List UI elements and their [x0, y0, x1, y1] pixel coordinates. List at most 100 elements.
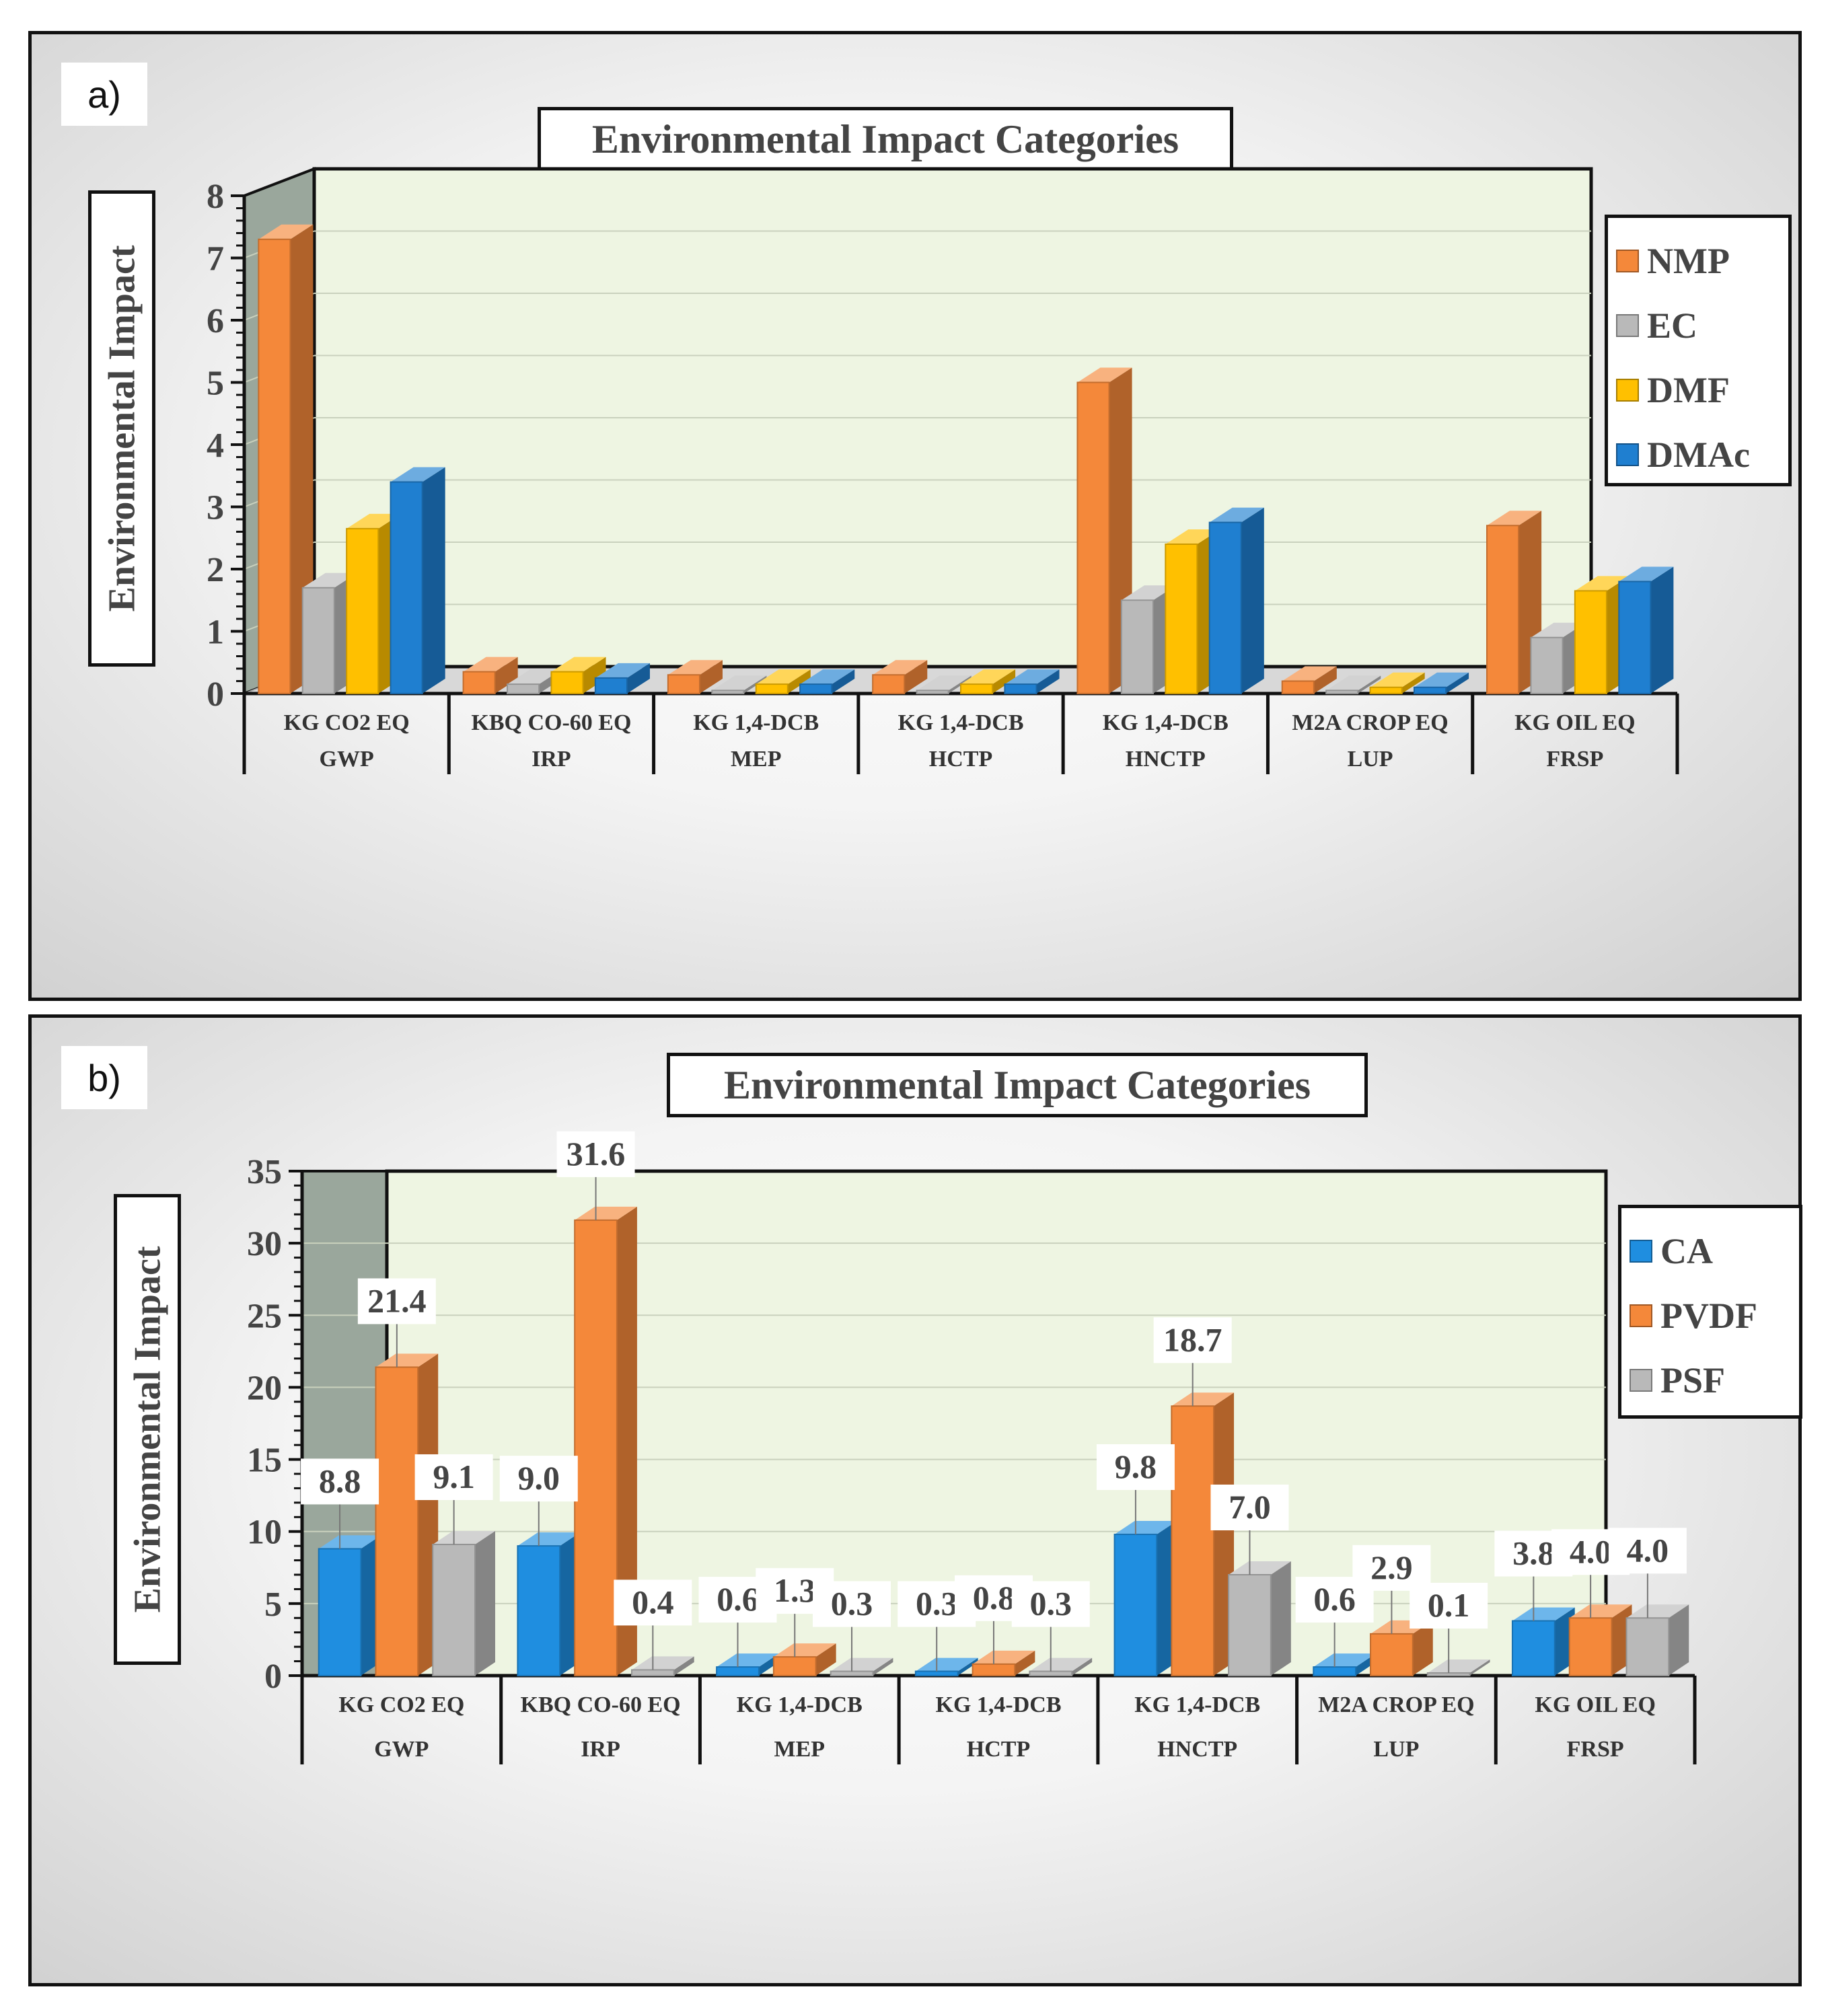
legend-swatch: [1616, 443, 1639, 466]
legend-label: PVDF: [1660, 1296, 1757, 1336]
plot-area: 0 5 10 15 20 25 30 35 KG CO2 EQ GWP KBQ CO-60 EQ IR…: [247, 1131, 1697, 1764]
x-tick-label-name: MEP: [774, 1737, 826, 1762]
legend-label: PSF: [1660, 1360, 1726, 1401]
data-label: 2.9: [1370, 1548, 1413, 1586]
bar-front: [1228, 1574, 1272, 1676]
bar-front: [507, 683, 540, 694]
legend-item-ca: CA: [1630, 1219, 1791, 1283]
bar-dmac-frsp: [1618, 566, 1674, 694]
legend-swatch: [1630, 1369, 1652, 1392]
bar-psf-hctp: [1029, 1657, 1093, 1676]
x-tick-label-name: GWP: [374, 1737, 429, 1762]
bar-front: [872, 674, 906, 694]
bar-side: [1241, 507, 1264, 694]
bar-nmp-gwp: [258, 224, 314, 694]
bar-psf-gwp: [432, 1531, 495, 1676]
bar-dmac-gwp: [390, 467, 445, 694]
data-label: 0.1: [1428, 1586, 1470, 1624]
bar-top: [773, 1643, 836, 1657]
x-tick-label-name: IRP: [581, 1737, 620, 1762]
bar-side: [1270, 1561, 1291, 1676]
bar-front: [318, 1548, 362, 1677]
legend-item-nmp: NMP: [1616, 229, 1780, 293]
bar-side: [1669, 1604, 1689, 1676]
bar-top: [631, 1656, 694, 1670]
bar-dmac-lup: [1413, 672, 1469, 694]
bar-side: [992, 669, 1016, 694]
bar-side: [673, 1656, 694, 1676]
bar-nmp-frsp: [1486, 511, 1542, 694]
bar-front: [916, 689, 949, 694]
bar-pvdf-hnctp: [1171, 1392, 1235, 1676]
bar-top: [1171, 1392, 1235, 1407]
y-tick-label: 5: [264, 1585, 282, 1624]
data-label: 0.3: [1030, 1585, 1072, 1622]
bar-psf-lup: [1426, 1659, 1490, 1676]
bar-front: [972, 1663, 1016, 1676]
legend-item-pvdf: PVDF: [1630, 1283, 1791, 1348]
data-label: 1.3: [774, 1571, 816, 1609]
bar-top: [830, 1657, 893, 1672]
x-tick-label-unit: KBQ CO-60 EQ: [521, 1692, 681, 1717]
bar-side: [699, 660, 723, 694]
data-label-box: [301, 1458, 379, 1505]
legend-swatch: [1630, 1304, 1652, 1327]
bar-side: [583, 657, 606, 694]
bar-side: [1469, 1659, 1490, 1676]
legend-item-psf: PSF: [1630, 1348, 1791, 1413]
data-label: 0.8: [973, 1579, 1015, 1616]
bar-front: [432, 1544, 476, 1676]
data-label-box: [414, 1454, 493, 1500]
bar-front: [1171, 1405, 1215, 1676]
data-label: 0.3: [916, 1585, 958, 1622]
data-label: 7.0: [1229, 1488, 1271, 1526]
x-tick-label-unit: KG 1,4-DCB: [936, 1692, 1062, 1717]
bar-front: [1313, 1666, 1357, 1677]
bar-front: [1120, 599, 1154, 694]
bar-front: [1618, 581, 1652, 694]
bar-dmf-hctp: [960, 669, 1016, 694]
y-tick-label: 15: [247, 1442, 282, 1480]
bar-front: [1625, 1617, 1670, 1676]
x-tick-label-name: IRP: [532, 747, 571, 772]
bar-ca-hctp: [914, 1657, 978, 1676]
bar-side: [1401, 672, 1425, 694]
bar-pvdf-hctp: [972, 1650, 1035, 1676]
bar-front: [462, 671, 496, 694]
legend-item-ec: EC: [1616, 293, 1780, 358]
data-label-box: [1011, 1581, 1090, 1627]
data-label-box: [1608, 1528, 1687, 1574]
bar-front: [1413, 686, 1447, 694]
data-label-box: [357, 1278, 436, 1324]
y-tick-label: 1: [207, 613, 224, 652]
x-tick-label-name: LUP: [1373, 1737, 1419, 1762]
bar-side: [290, 224, 314, 694]
bar-side: [957, 1657, 978, 1676]
bar-top: [1626, 1604, 1689, 1618]
bar-top: [873, 660, 928, 675]
bar-dmf-gwp: [346, 513, 402, 694]
bar-nmp-lup: [1281, 666, 1337, 694]
y-tick-label: 20: [247, 1369, 282, 1407]
legend-label: NMP: [1647, 241, 1730, 281]
bar-pvdf-mep: [772, 1643, 836, 1677]
bar-front: [1568, 1617, 1613, 1676]
data-label: 3.8: [1512, 1534, 1555, 1572]
bar-top: [1282, 666, 1337, 681]
y-tick-label: 25: [247, 1297, 282, 1335]
data-label: 18.7: [1163, 1320, 1222, 1358]
bar-front: [1029, 1670, 1073, 1676]
legend-swatch: [1616, 250, 1639, 272]
bar-top: [1326, 675, 1381, 691]
bar-front: [1370, 1633, 1414, 1676]
bar-top: [575, 1206, 637, 1220]
bar-front: [1004, 683, 1037, 694]
bar-side: [1313, 666, 1337, 694]
bar-top: [1114, 1521, 1177, 1534]
panel-label: b): [61, 1046, 147, 1109]
x-tick-label-name: HCTP: [929, 747, 992, 772]
bar-front: [1426, 1672, 1471, 1676]
data-label-box: [499, 1456, 578, 1502]
bar-ca-gwp: [318, 1535, 381, 1677]
bar-front: [1208, 521, 1242, 694]
